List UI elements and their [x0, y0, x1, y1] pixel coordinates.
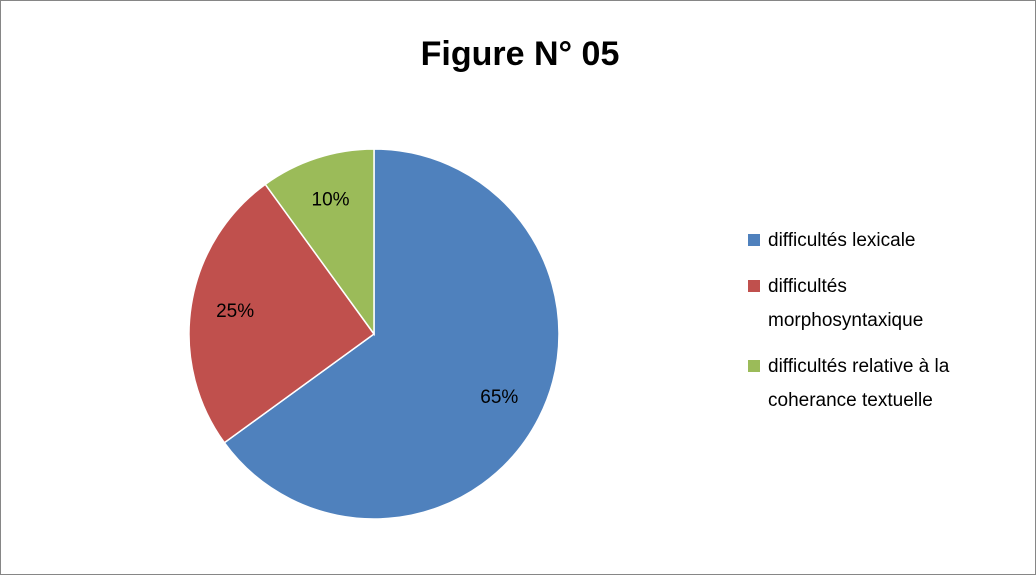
legend-swatch [748, 360, 760, 372]
legend-label: difficultés relative à la coherance text… [768, 356, 950, 411]
pie-slice [188, 183, 376, 444]
legend-label: difficultés lexicale [768, 230, 916, 251]
legend-item: difficultés morphosyntaxique [748, 270, 980, 338]
data-label: 10% [312, 189, 350, 210]
chart-title: Figure N° 05 [421, 35, 620, 73]
legend-item: difficultés lexicale [748, 224, 980, 258]
pie-slice [223, 148, 560, 520]
legend-swatch [748, 280, 760, 292]
legend-label: difficultés morphosyntaxique [768, 276, 924, 331]
legend-swatch [748, 234, 760, 246]
legend: difficultés lexicale difficultés morphosy… [748, 224, 980, 430]
legend-item: difficultés relative à la coherance text… [748, 350, 980, 418]
data-label: 25% [216, 301, 254, 322]
data-label: 65% [480, 387, 518, 408]
pie-slice [264, 148, 375, 337]
